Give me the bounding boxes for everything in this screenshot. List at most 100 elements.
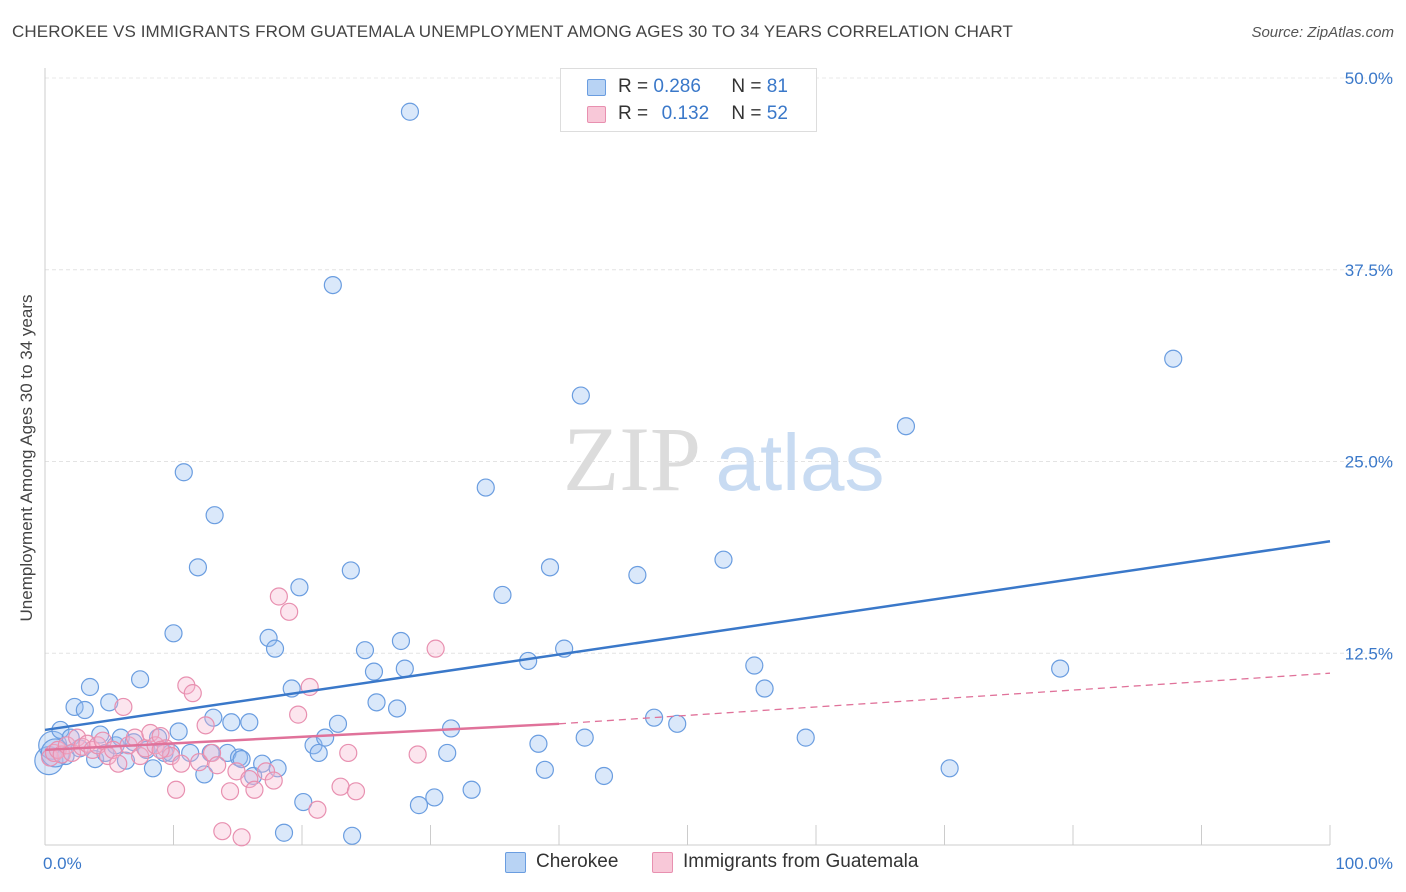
point-cherokee (628, 565, 647, 585)
point-guatemala (245, 780, 264, 799)
point-cherokee (240, 713, 259, 732)
axes (44, 68, 1331, 846)
y-tick-label: 50.0% (1345, 69, 1393, 88)
point-cherokee (265, 639, 285, 658)
y-tick-label: 12.5% (1345, 644, 1393, 663)
point-guatemala (68, 728, 87, 747)
point-cherokee (493, 585, 512, 605)
trend-line-guatemala (44, 722, 560, 752)
point-guatemala (172, 754, 191, 773)
legend-row-cherokee: R = 0.286 N = 81 (587, 75, 788, 99)
point-guatemala (196, 716, 215, 735)
point-guatemala (264, 771, 283, 790)
point-cherokee (896, 417, 916, 436)
point-cherokee (367, 693, 386, 712)
point-cherokee (387, 699, 407, 718)
point-guatemala (232, 828, 251, 847)
point-cherokee (1051, 659, 1070, 678)
point-guatemala (339, 743, 358, 763)
trend-lines (44, 540, 1331, 752)
y-tick-label: 37.5% (1345, 261, 1393, 280)
point-cherokee (425, 788, 444, 807)
x-tick-label: 0.0% (43, 854, 82, 873)
point-cherokee (755, 679, 774, 698)
watermark-atlas: atlas (716, 418, 885, 507)
point-cherokee (575, 728, 594, 747)
bottom-legend-cherokee: Cherokee (505, 851, 618, 873)
point-cherokee (476, 478, 495, 497)
chart-title: CHEROKEE VS IMMIGRANTS FROM GUATEMALA UN… (12, 22, 1013, 41)
trend-line-cherokee (44, 540, 1331, 732)
point-cherokee (290, 578, 309, 597)
point-cherokee (328, 714, 348, 733)
x-tick-label: 100.0% (1335, 854, 1393, 873)
point-cherokee (796, 728, 815, 747)
legend: R = 0.286 N = 81 R = 0.132 N = 52 (560, 68, 817, 132)
point-cherokee (205, 506, 224, 525)
point-guatemala (114, 697, 133, 717)
point-cherokee (316, 728, 335, 747)
trend-line-guatemala-dashed (558, 672, 1331, 725)
point-cherokee (65, 697, 84, 717)
point-guatemala (166, 780, 186, 799)
bottom-legend-label-cherokee: Cherokee (536, 851, 619, 872)
point-cherokee (1164, 349, 1183, 368)
point-guatemala (408, 745, 427, 764)
legend-n-value-cherokee: 81 (766, 76, 788, 97)
point-cherokee (535, 760, 554, 779)
point-cherokee (462, 780, 481, 799)
point-cherokee (400, 102, 420, 121)
point-cherokee (164, 624, 183, 643)
point-cherokee (100, 693, 119, 712)
point-guatemala (208, 756, 227, 775)
legend-swatch-cherokee (587, 78, 606, 96)
point-cherokee (169, 722, 188, 741)
point-cherokee (940, 759, 959, 778)
point-guatemala (109, 754, 128, 773)
point-cherokee (274, 823, 294, 842)
point-cherokee (409, 796, 429, 815)
point-guatemala (151, 740, 170, 759)
point-cherokee (204, 708, 223, 727)
point-cherokee (341, 561, 360, 580)
point-guatemala (256, 762, 276, 781)
y-tick-label: 25.0% (1345, 453, 1393, 472)
legend-r-label: R = (618, 103, 649, 124)
point-guatemala (190, 753, 209, 772)
point-cherokee (745, 656, 764, 675)
point-guatemala (183, 684, 202, 703)
point-guatemala (213, 822, 232, 841)
point-cherokee (391, 631, 411, 651)
point-cherokee (355, 641, 375, 660)
point-cherokee (222, 713, 241, 732)
point-cherokee (714, 550, 733, 569)
bottom-legend-guatemala: Immigrants from Guatemala (652, 851, 918, 873)
y-axis-label: Unemployment Among Ages 30 to 34 years (17, 294, 36, 622)
legend-n-value-guatemala: 52 (766, 103, 788, 124)
point-cherokee (529, 734, 548, 753)
point-guatemala (308, 800, 327, 819)
point-cherokee (594, 766, 614, 786)
point-guatemala (240, 769, 259, 789)
bottom-legend: Cherokee Immigrants from Guatemala (0, 851, 1406, 877)
point-guatemala (346, 782, 366, 801)
point-cherokee (259, 628, 278, 648)
point-cherokee (80, 677, 100, 697)
point-cherokee (571, 386, 590, 405)
point-cherokee (364, 662, 384, 681)
point-guatemala (269, 587, 288, 606)
point-guatemala (331, 777, 350, 796)
bottom-legend-label-guatemala: Immigrants from Guatemala (683, 851, 919, 872)
bottom-legend-swatch-cherokee (505, 851, 526, 873)
legend-n-label: N = (731, 76, 762, 97)
source-label: Source: ZipAtlas.com (1251, 24, 1394, 41)
point-cherokee (130, 670, 150, 689)
point-cherokee (143, 759, 163, 778)
point-cherokee (438, 743, 457, 763)
point-cherokee (309, 743, 328, 763)
point-guatemala (280, 602, 299, 621)
watermark: ZIP atlas (563, 408, 884, 510)
tick-labels: 12.5% 25.0% 37.5% 50.0% 0.0% 100.0% (43, 69, 1393, 873)
point-cherokee (294, 792, 313, 812)
